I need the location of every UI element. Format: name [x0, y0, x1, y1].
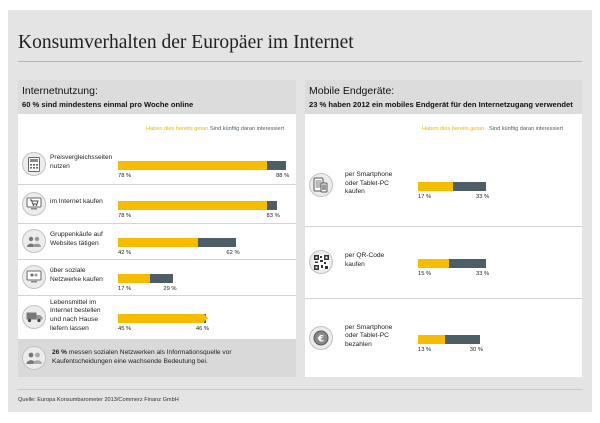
value-label-interested: 88 % [276, 173, 290, 179]
value-label-have-done: 78 % [118, 173, 132, 179]
legend-interested: Sind künftig daran interessiert [210, 126, 285, 132]
row-label: Preisvergleichsseiten nutzen [50, 154, 113, 170]
shopping-cart-icon [22, 191, 46, 216]
value-label-have-done: 15 % [418, 271, 432, 277]
qr-code-icon [309, 250, 333, 274]
row-divider [305, 226, 582, 227]
note-highlight: 26 % [52, 349, 68, 356]
value-label-have-done: 42 % [118, 250, 132, 256]
panel-header: Mobile Endgeräte: 23 % haben 2012 ein mo… [305, 80, 582, 114]
value-label-interested: 33 % [475, 271, 490, 277]
row-divider [18, 295, 296, 296]
bar-have-done [118, 161, 267, 170]
legend-interested: Sind künftig daran interessiert [489, 126, 564, 132]
row-divider [305, 298, 582, 299]
social-network-icon [22, 265, 46, 289]
bar-interested [418, 259, 486, 268]
bar-have-done [118, 314, 204, 323]
bar-have-done [118, 274, 151, 283]
bar-have-done [418, 259, 449, 268]
section-subtitle: 23 % haben 2012 ein mobiles Endgerät für… [309, 100, 573, 109]
value-label-interested: 33 % [475, 194, 490, 200]
value-label-interested: 83 % [266, 212, 280, 219]
value-label-interested: 46 % [195, 326, 210, 332]
bar-have-done [118, 238, 199, 247]
note-box: 26 % messen sozialen Netzwerken als Info… [18, 339, 296, 377]
value-label-interested: 30 % [469, 346, 484, 353]
bar-tip [203, 314, 208, 322]
page-title: Konsumverhalten der Europäer im Internet [18, 32, 354, 53]
euro-coin-icon: € [309, 325, 333, 350]
source-divider [18, 389, 582, 390]
row-label: im Internet kaufen [50, 198, 103, 206]
bar-have-done [118, 200, 267, 210]
row-label: per Smartphone oder Tablet-PC kaufen [345, 171, 393, 196]
value-label-have-done: 13 % [418, 346, 432, 353]
legend-have-done: Haben dies bereits getan [422, 126, 485, 132]
title-divider [18, 61, 582, 62]
note-line-2: Kaufentscheidungen eine wachsende Bedeut… [52, 358, 208, 365]
bar-interested [418, 334, 480, 344]
note-text: 26 % messen sozialen Netzwerken als Info… [52, 348, 232, 366]
row-divider [18, 223, 296, 224]
panel-mobile-devices: Mobile Endgeräte: 23 % haben 2012 ein mo… [305, 80, 582, 377]
row-label: per QR-Code kaufen [345, 252, 385, 268]
section-title: Mobile Endgeräte: [309, 85, 395, 97]
smartphone-tablet-icon [309, 173, 333, 197]
section-subtitle: 60 % sind mindestens einmal pro Woche on… [22, 100, 194, 109]
row-label: Lebensmittel im Internet bestellen und n… [50, 298, 101, 332]
section-title: Internetnutzung: [22, 85, 98, 97]
calculator-icon [22, 152, 46, 176]
group-purchase-icon [22, 229, 46, 253]
bar-have-done [418, 182, 454, 191]
row-divider [18, 259, 296, 260]
row-label: per Smartphone oder Tablet-PC bezahlen [345, 323, 393, 348]
source-note: Quelle: Europa Konsumbarometer 2013/Comm… [18, 397, 179, 403]
social-network-icon [22, 346, 46, 370]
panel-header: Internetnutzung: 60 % sind mindestens ei… [18, 80, 296, 114]
value-label-have-done: 17 % [418, 194, 432, 200]
note-line-1: messen sozialen Netzwerken als Informati… [67, 349, 232, 356]
row-divider [18, 184, 296, 185]
value-label-have-done: 45 % [118, 326, 132, 332]
row-label: Gruppenkäufe auf Websites tätigen [50, 231, 103, 247]
bar-have-done [418, 334, 445, 344]
value-label-have-done: 78 % [118, 212, 132, 219]
row-label: über soziale Netzwerke kaufen [50, 267, 103, 283]
delivery-truck-icon [22, 305, 46, 329]
value-label-have-done: 17 % [118, 286, 132, 292]
panel-internet-usage: Internetnutzung: 60 % sind mindestens ei… [18, 80, 296, 377]
value-label-interested: 29 % [163, 286, 177, 292]
legend-have-done: Haben dies bereits getan [146, 126, 209, 132]
svg-text:€: € [317, 334, 324, 344]
value-label-interested: 62 % [226, 250, 240, 256]
